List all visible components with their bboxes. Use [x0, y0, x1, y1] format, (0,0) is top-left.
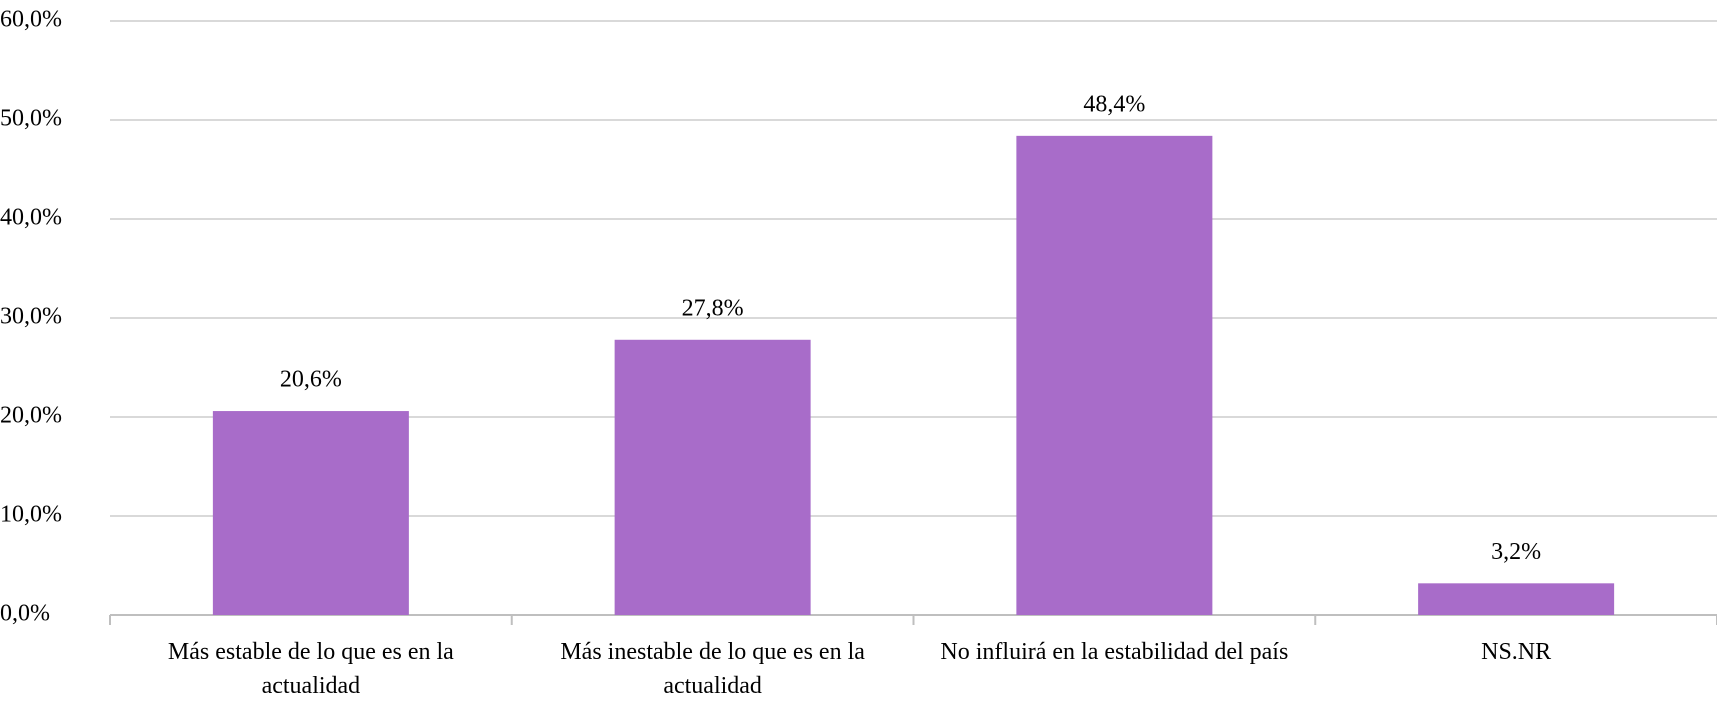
data-label: 3,2% — [1491, 539, 1541, 565]
x-tick-label: No influirá en la estabilidad del país — [940, 639, 1289, 665]
data-label: 48,4% — [1083, 91, 1145, 117]
y-tick-label: 30,0% — [0, 304, 62, 330]
data-label: 27,8% — [682, 295, 744, 321]
bar — [1418, 583, 1615, 615]
y-tick-label: 20,0% — [0, 403, 62, 429]
x-tick-label: NS.NR — [1481, 639, 1552, 665]
y-tick-label: 50,0% — [0, 106, 62, 132]
bar — [1016, 135, 1213, 615]
bar — [212, 411, 409, 615]
y-tick-label: 40,0% — [0, 205, 62, 231]
x-tick-label: Más inestable de lo que es en la actuali… — [560, 639, 865, 699]
x-tick-label: Más estable de lo que es en la actualida… — [167, 639, 454, 699]
bar — [614, 339, 811, 615]
data-label: 20,6% — [280, 367, 342, 393]
y-tick-label: 0,0% — [0, 601, 50, 627]
y-tick-label: 60,0% — [0, 7, 62, 33]
y-tick-label: 10,0% — [0, 502, 62, 528]
